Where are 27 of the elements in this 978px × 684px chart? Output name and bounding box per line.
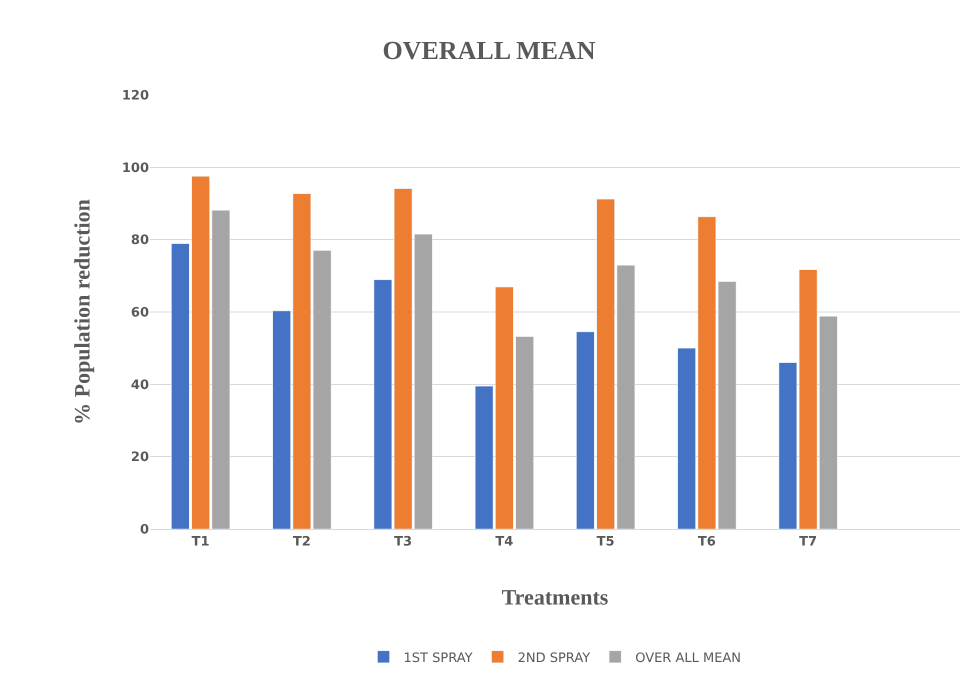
y-tick-label: 80	[130, 233, 149, 248]
y-tick-label: 120	[122, 88, 149, 104]
bar	[718, 281, 736, 529]
x-tick-label: T2	[292, 534, 311, 550]
legend-label: OVER ALL MEAN	[635, 650, 742, 666]
legend-label: 1ST SPRAY	[404, 650, 473, 666]
x-tick-label: T6	[698, 534, 716, 550]
x-tick-label: T5	[596, 534, 615, 550]
bar	[515, 336, 534, 529]
x-tick-label: T1	[192, 534, 210, 550]
bar	[374, 280, 392, 529]
x-tick-label: T3	[394, 534, 412, 550]
chart-title: OVERALL MEAN	[382, 36, 596, 66]
x-tick-label: T4	[495, 534, 514, 550]
x-axis-title: Treatments	[502, 584, 609, 610]
legend-label: 2ND SPRAY	[518, 650, 590, 666]
y-tick-label: 0	[140, 522, 149, 538]
y-tick-label: 100	[122, 160, 149, 176]
bar	[576, 332, 595, 529]
bar	[312, 250, 332, 529]
y-tick-label: 60	[130, 306, 149, 321]
y-axis-title: % Population reduction	[70, 199, 95, 425]
bar	[171, 243, 190, 529]
y-tick-label: 40	[130, 378, 149, 393]
bar	[778, 362, 798, 529]
x-tick-label: T7	[799, 534, 818, 550]
y-tick-label: 20	[130, 450, 149, 466]
